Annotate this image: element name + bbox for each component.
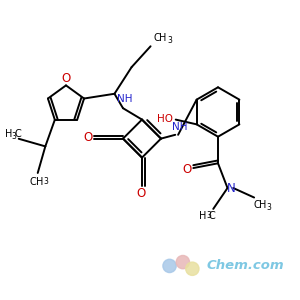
Circle shape [176,256,190,269]
Text: C: C [209,211,216,220]
Circle shape [163,259,176,273]
Circle shape [186,262,199,275]
Text: 3: 3 [11,132,16,141]
Text: N: N [227,182,236,194]
Text: 3: 3 [167,36,172,45]
Text: H: H [259,200,266,210]
Text: O: O [182,163,191,176]
Text: C: C [30,176,36,187]
Text: 3: 3 [267,203,272,212]
Text: H: H [36,176,43,187]
Text: NH: NH [172,122,188,132]
Text: 3: 3 [44,177,49,186]
Text: 3: 3 [206,211,211,220]
Text: HO: HO [157,114,173,124]
Text: Chem.com: Chem.com [207,260,284,272]
Text: NH: NH [117,94,133,104]
Text: H: H [199,211,206,220]
Text: H: H [159,33,167,43]
Text: O: O [61,72,70,85]
Text: O: O [136,187,146,200]
Text: C: C [254,200,260,210]
Text: C: C [154,33,160,43]
Text: C: C [14,129,21,139]
Text: H: H [4,129,12,139]
Text: O: O [83,131,92,144]
